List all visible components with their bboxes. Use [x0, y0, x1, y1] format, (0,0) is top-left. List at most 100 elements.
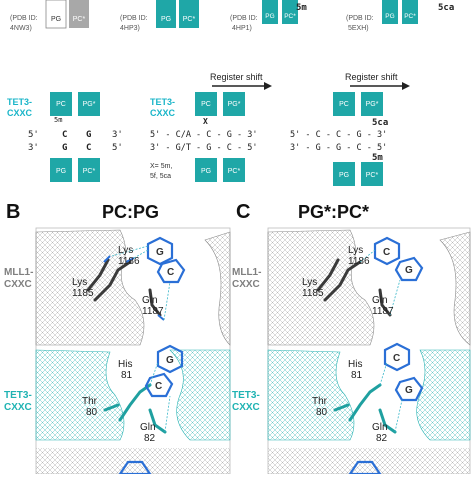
pg-block — [156, 0, 176, 28]
tet3-label-c-line2: CXXC — [232, 402, 260, 413]
pg-block — [262, 0, 278, 24]
pdb-label-line2: 4HP3) — [120, 25, 140, 32]
panel-c-letter: C — [236, 201, 250, 223]
mll1-label-b-line2: CXXC — [4, 279, 32, 290]
residue-thr80-name: Thr — [82, 396, 98, 407]
tet3-label-line2: CXXC — [150, 108, 176, 118]
pg-label: PG — [56, 168, 66, 175]
mod-5ca-label: 5ca — [372, 118, 388, 128]
tet3-hbonds — [379, 361, 403, 433]
tet3-dna-bases — [144, 344, 184, 398]
strand-3prime: 3' — [112, 130, 123, 140]
strand-3prime-bottom: 3' — [28, 143, 39, 153]
tet3-surface-mesh-right — [416, 349, 471, 441]
residue-lys1186-name: Lys — [348, 245, 363, 256]
top-panel-2: (PDB ID: 4HP3) PG PC* — [120, 0, 199, 32]
pg-label: PG — [339, 172, 349, 179]
top-strand: 5' - C - C - G - 3' — [290, 130, 387, 140]
pg-star-label: PG* — [366, 101, 379, 108]
pc-block-top — [333, 92, 355, 116]
schematic-right: Register shift PC PG* 5ca 5' - C - C - G… — [290, 72, 410, 186]
mll1-label-b-line1: MLL1- — [4, 267, 33, 278]
residue-lys1185-num: 1185 — [302, 288, 324, 299]
pdb-label-line1: (PDB ID: — [120, 15, 148, 22]
residue-his81-name: His — [348, 359, 362, 370]
residue-gln1187-num: 1187 — [142, 306, 164, 317]
pg-star-block-top — [223, 92, 245, 116]
tet3-hbonds — [149, 361, 171, 433]
top-row: (PDB ID: 4NW3) PG PC* (PDB ID: 4HP3) PG … — [10, 0, 454, 32]
residue-lys1185-num: 1185 — [72, 288, 94, 299]
pg-label: PG — [201, 168, 211, 175]
pc-block — [402, 0, 418, 24]
tet3-label-line1: TET3- — [150, 97, 175, 107]
mll1-label-c-line1: MLL1- — [232, 267, 261, 278]
schematic-left: TET3- CXXC PC PG* 5m 5' C G 3' 3' G C 5'… — [7, 92, 123, 182]
mll1-dna-bases — [373, 236, 424, 282]
register-shift-label: Register shift — [210, 72, 263, 82]
schematic-center: TET3- CXXC Register shift PC PG* X 5' - … — [150, 72, 272, 182]
pc-label: PC — [56, 101, 66, 108]
base-c-label: C — [167, 267, 174, 278]
pc-star-block-bottom — [78, 158, 100, 182]
tet3-label-b-line2: CXXC — [4, 402, 32, 413]
residue-lys1186-num: 1186 — [118, 256, 140, 267]
residue-gln1187-name: Gln — [142, 295, 158, 306]
tet3-dna-bases — [383, 342, 424, 402]
base-g-label: G — [166, 355, 174, 366]
residue-lys1185-name: Lys — [72, 277, 87, 288]
top-panel-3: (PDB ID: 4HP1) PG PC* 5m — [230, 0, 307, 32]
pdb-label-line1: (PDB ID: — [10, 15, 38, 22]
pdb-label-line2: 5EXH) — [348, 25, 369, 32]
pc-block-label: PC* — [284, 13, 296, 20]
residue-his81-num: 81 — [351, 370, 363, 381]
pg-block-label: PG — [51, 16, 61, 23]
residue-his81-num: 81 — [121, 370, 133, 381]
base-c-label: C — [383, 247, 390, 258]
tet3-label-b-line1: TET3- — [4, 390, 32, 401]
residue-thr80-num: 80 — [86, 407, 98, 418]
panel-c: C G Lys 1186 Lys 1185 Gln 1187 C G His 8… — [267, 227, 471, 476]
tet3-surface-mesh — [35, 349, 125, 441]
residue-lys1186-num: 1186 — [348, 256, 370, 267]
residue-thr80-name: Thr — [312, 396, 328, 407]
pc-block-top — [195, 92, 217, 116]
panel-c-title: PG*:PC* — [298, 202, 369, 222]
pc-block-top — [50, 92, 72, 116]
mll1-surface-mesh-right — [204, 231, 231, 346]
mll1-label-c-line2: CXXC — [232, 279, 260, 290]
top-strand: 5' - C/A - C - G - 3' — [150, 130, 257, 140]
x-mark: X — [203, 117, 208, 126]
mll1-residue-sticks — [316, 258, 392, 317]
mod-5m-label: 5m — [54, 116, 62, 124]
top-panel-1: (PDB ID: 4NW3) PG PC* — [10, 0, 89, 32]
base-c-label: C — [155, 381, 162, 392]
residue-gln1187-name: Gln — [372, 295, 388, 306]
pc-label: PC — [201, 101, 211, 108]
residue-gln82-name: Gln — [372, 422, 388, 433]
pg-star-block-top — [78, 92, 100, 116]
pg-block-bottom — [333, 162, 355, 186]
pg-block-bottom — [195, 158, 217, 182]
base-c-label: C — [393, 353, 400, 364]
mod-5ca-label: 5ca — [438, 3, 454, 13]
base-top-1: C — [62, 130, 67, 140]
pc-block-label: PC* — [73, 16, 86, 23]
base-g-label: G — [156, 247, 164, 258]
pc-label: PC — [339, 101, 349, 108]
mll1-hbonds — [359, 249, 401, 316]
pdb-label-line1: (PDB ID: — [230, 15, 258, 22]
pg-star-label: PG* — [83, 101, 96, 108]
strand-5prime: 5' — [28, 130, 39, 140]
pdb-label-line2: 4HP1) — [232, 25, 252, 32]
panel-b: G C Lys 1186 Lys 1185 Gln 1187 G C His 8… — [35, 227, 231, 476]
residue-gln82-num: 82 — [376, 433, 388, 444]
pc-star-label: PC* — [366, 172, 379, 179]
pg-block-label: PG — [161, 16, 171, 23]
arrow-head — [402, 82, 410, 90]
pc-block-label: PC* — [183, 16, 196, 23]
residue-gln82-num: 82 — [144, 433, 156, 444]
panel-b-letter: B — [6, 201, 20, 223]
pg-star-label: PG* — [228, 101, 241, 108]
residue-his81-name: His — [118, 359, 132, 370]
